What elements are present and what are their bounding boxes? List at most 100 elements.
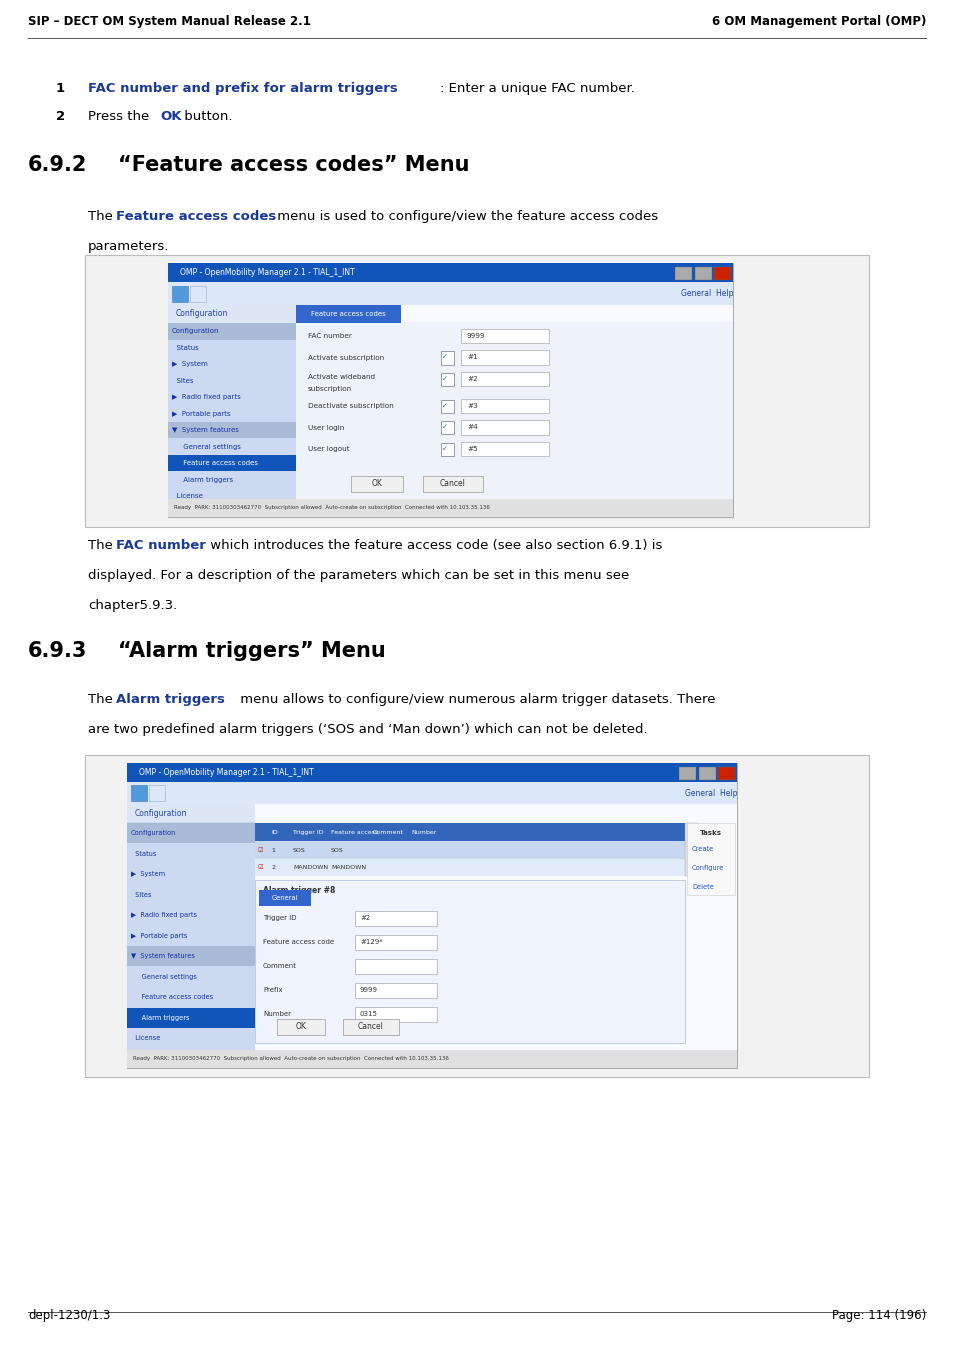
Bar [149, 785, 165, 801]
Bar [351, 476, 402, 492]
Text: 6.9.3: 6.9.3 [28, 640, 88, 661]
Text: SOS: SOS [293, 847, 305, 852]
Text: Ready  PARK: 31100303462770  Subscription allowed  Auto-create on subscription  : Ready PARK: 31100303462770 Subscription … [132, 1056, 449, 1062]
Text: Sites: Sites [131, 892, 152, 898]
Bar [131, 785, 147, 801]
Bar [460, 372, 548, 386]
Bar [276, 1019, 325, 1035]
Text: Configure: Configure [691, 866, 723, 871]
Text: OMP - OpenMobility Manager 2.1 - TIAL_1_INT: OMP - OpenMobility Manager 2.1 - TIAL_1_… [139, 769, 314, 777]
Text: #5: #5 [467, 446, 477, 451]
Text: ▶  System: ▶ System [172, 361, 208, 367]
Text: General: General [272, 896, 298, 901]
Bar [168, 422, 295, 439]
Bar [127, 804, 254, 823]
Bar [85, 255, 868, 527]
Text: #4: #4 [467, 424, 477, 430]
Text: #129*: #129* [359, 939, 382, 946]
Bar [694, 267, 711, 280]
Text: 1: 1 [271, 847, 274, 852]
Text: Status: Status [172, 345, 198, 351]
Text: are two predefined alarm triggers (‘SOS and ‘Man down’) which can not be deleted: are two predefined alarm triggers (‘SOS … [88, 723, 647, 736]
Text: Deactivate subscription: Deactivate subscription [308, 403, 394, 409]
Text: 1: 1 [56, 82, 65, 95]
Bar [713, 267, 730, 280]
Text: depl-1230/1.3: depl-1230/1.3 [28, 1309, 111, 1323]
Bar [168, 304, 295, 323]
Bar [190, 285, 206, 301]
Text: : Enter a unique FAC number.: : Enter a unique FAC number. [439, 82, 634, 95]
Text: button.: button. [180, 109, 233, 123]
Text: Comment: Comment [373, 830, 403, 835]
Text: ☑: ☑ [256, 847, 262, 852]
Text: Number: Number [263, 1012, 291, 1017]
Text: Trigger ID: Trigger ID [263, 916, 296, 921]
Text: Status: Status [131, 851, 156, 857]
Text: Ready  PARK: 31100303462770  Subscription allowed  Auto-create on subscription  : Ready PARK: 31100303462770 Subscription … [173, 505, 489, 511]
Text: The: The [88, 539, 117, 553]
Text: ▶  System: ▶ System [131, 871, 165, 877]
Text: Cancel: Cancel [357, 1023, 383, 1032]
Bar [127, 763, 737, 782]
Text: License: License [172, 493, 203, 500]
Text: General  Help: General Help [684, 789, 737, 798]
Text: 6 OM Management Portal (OMP): 6 OM Management Portal (OMP) [711, 15, 925, 28]
Bar [698, 767, 715, 780]
Text: displayed. For a description of the parameters which can be set in this menu see: displayed. For a description of the para… [88, 569, 629, 582]
Text: Sites: Sites [172, 378, 193, 384]
Bar [127, 763, 737, 1069]
Text: “Feature access codes” Menu: “Feature access codes” Menu [118, 155, 469, 176]
Bar [422, 476, 482, 492]
Bar [679, 767, 696, 780]
Bar [355, 935, 436, 950]
Text: 6.9.2: 6.9.2 [28, 155, 88, 176]
Text: 9999: 9999 [467, 332, 485, 339]
Bar [127, 823, 254, 1050]
Text: Comment: Comment [263, 963, 296, 970]
Text: ✓: ✓ [441, 376, 447, 382]
Bar [684, 824, 699, 877]
Bar [127, 946, 254, 966]
Bar [85, 755, 868, 1077]
Text: 9999: 9999 [359, 988, 377, 993]
Bar [440, 443, 454, 457]
Text: Cancel: Cancel [439, 480, 465, 488]
Text: Feature access: Feature access [331, 830, 377, 835]
Text: OK: OK [295, 1023, 306, 1032]
Bar [168, 323, 295, 499]
Text: #3: #3 [467, 403, 477, 409]
Text: MANDOWN: MANDOWN [331, 865, 366, 870]
Bar [127, 823, 254, 843]
Text: User logout: User logout [308, 446, 349, 453]
Text: Alarm triggers: Alarm triggers [116, 693, 225, 707]
Text: Configuration: Configuration [135, 809, 187, 817]
Text: Feature access codes: Feature access codes [311, 311, 385, 316]
Text: General settings: General settings [131, 974, 196, 979]
Text: parameters.: parameters. [88, 240, 170, 253]
Text: which introduces the feature access code (see also section 6.9.1) is: which introduces the feature access code… [206, 539, 661, 553]
Text: FAC number and prefix for alarm triggers: FAC number and prefix for alarm triggers [88, 82, 397, 95]
Text: MANDOWN: MANDOWN [293, 865, 328, 870]
Bar [460, 420, 548, 435]
Text: Feature access code: Feature access code [263, 939, 334, 946]
Text: ▶  Radio fixed parts: ▶ Radio fixed parts [172, 394, 240, 400]
Bar [127, 782, 737, 804]
Bar [168, 499, 732, 517]
Text: The: The [88, 209, 117, 223]
Text: menu allows to configure/view numerous alarm trigger datasets. There: menu allows to configure/view numerous a… [235, 693, 715, 707]
Bar [460, 350, 548, 365]
Bar [168, 282, 732, 304]
Bar [355, 959, 436, 974]
Text: General  Help: General Help [680, 289, 733, 299]
Text: ✓: ✓ [441, 354, 447, 361]
Text: Create: Create [691, 847, 714, 852]
Bar [460, 399, 548, 413]
Text: Activate wideband: Activate wideband [308, 373, 375, 380]
Text: ✓: ✓ [441, 424, 447, 430]
Bar [460, 442, 548, 457]
Bar [718, 767, 734, 780]
Text: 2: 2 [271, 865, 274, 870]
Text: Alarm triggers: Alarm triggers [131, 1015, 190, 1021]
Text: #2: #2 [467, 376, 477, 382]
Text: Configuration: Configuration [131, 831, 176, 836]
